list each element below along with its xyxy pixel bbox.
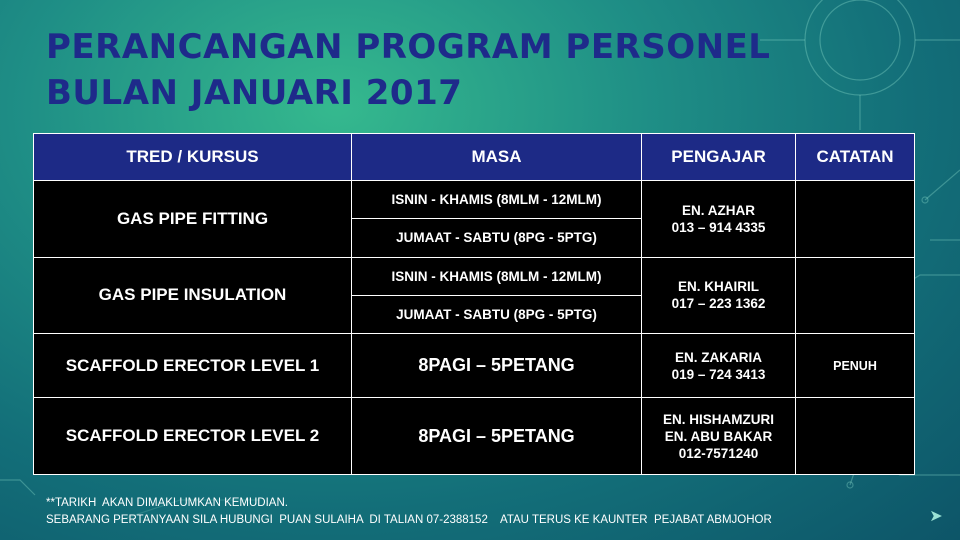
table-row: SCAFFOLD ERECTOR LEVEL 2 8PAGI – 5PETANG…	[33, 397, 915, 475]
teacher-name: EN. HISHAMZURI	[663, 411, 774, 427]
page-title: PERANCANGAN PROGRAM PERSONEL BULAN JANUA…	[46, 24, 770, 116]
header-time: MASA	[351, 133, 642, 181]
table-row: JUMAAT - SABTU (8PG - 5PTG)	[34, 294, 915, 335]
table-row: GAS PIPE INSULATION ISNIN - KHAMIS (8MLM…	[33, 256, 915, 334]
teacher-name: EN. KHAIRIL	[678, 279, 759, 295]
teacher-phone: 017 – 223 1362	[671, 296, 766, 312]
time-slot: 8PAGI – 5PETANG	[351, 332, 642, 399]
note-cell: PENUH	[795, 332, 915, 399]
note-cell	[795, 397, 915, 475]
note-cell	[795, 180, 915, 258]
time-slot: ISNIN - KHAMIS (8MLM - 12MLM)	[351, 179, 642, 220]
teacher-cell: EN. AZHAR 013 – 914 4335	[641, 180, 796, 258]
teacher-name: EN. ZAKARIA	[675, 349, 762, 365]
course-name: GAS PIPE FITTING	[33, 180, 352, 258]
next-slide-arrow-icon[interactable]: ➤	[929, 508, 943, 525]
teacher-cell: EN. ZAKARIA 019 – 724 3413	[641, 332, 796, 399]
teacher-cell: EN. HISHAMZURI EN. ABU BAKAR 012-7571240	[641, 397, 796, 475]
teacher-name: EN. ABU BAKAR	[664, 428, 773, 444]
course-name: GAS PIPE INSULATION	[33, 256, 352, 334]
schedule-table: TRED / KURSUS MASA PENGAJAR CATATAN GAS …	[33, 133, 915, 475]
table-row: SCAFFOLD ERECTOR LEVEL 1 8PAGI – 5PETANG…	[33, 332, 915, 399]
footer-line-2: SEBARANG PERTANYAAN SILA HUBUNGI PUAN SU…	[46, 514, 772, 526]
footer-line-1: **TARIKH AKAN DIMAKLUMKAN KEMUDIAN.	[46, 497, 288, 509]
footer-notes: **TARIKH AKAN DIMAKLUMKAN KEMUDIAN. SEBA…	[46, 495, 772, 529]
teacher-name: EN. AZHAR	[682, 202, 755, 218]
header-notes: CATATAN	[795, 133, 915, 181]
course-name: SCAFFOLD ERECTOR LEVEL 1	[33, 332, 352, 399]
teacher-phone: 012-7571240	[678, 445, 759, 461]
table-row: GAS PIPE FITTING ISNIN - KHAMIS (8MLM - …	[33, 179, 915, 258]
time-slot: JUMAAT - SABTU (8PG - 5PTG)	[351, 218, 642, 258]
header-course: TRED / KURSUS	[33, 133, 352, 181]
note-cell	[795, 256, 915, 334]
teacher-phone: 019 – 724 3413	[671, 366, 766, 382]
time-slot: 8PAGI – 5PETANG	[351, 397, 642, 475]
teacher-cell: EN. KHAIRIL 017 – 223 1362	[641, 256, 796, 334]
title-line-2: BULAN JANUARI 2017	[46, 73, 463, 113]
time-slot: JUMAAT - SABTU (8PG - 5PTG)	[351, 294, 642, 335]
teacher-phone: 013 – 914 4335	[671, 219, 766, 235]
table-header-row: TRED / KURSUS MASA PENGAJAR CATATAN	[33, 133, 915, 181]
header-teacher: PENGAJAR	[641, 133, 796, 181]
time-slot: ISNIN - KHAMIS (8MLM - 12MLM)	[351, 256, 642, 296]
title-line-1: PERANCANGAN PROGRAM PERSONEL	[46, 27, 771, 67]
course-name: SCAFFOLD ERECTOR LEVEL 2	[33, 397, 352, 475]
